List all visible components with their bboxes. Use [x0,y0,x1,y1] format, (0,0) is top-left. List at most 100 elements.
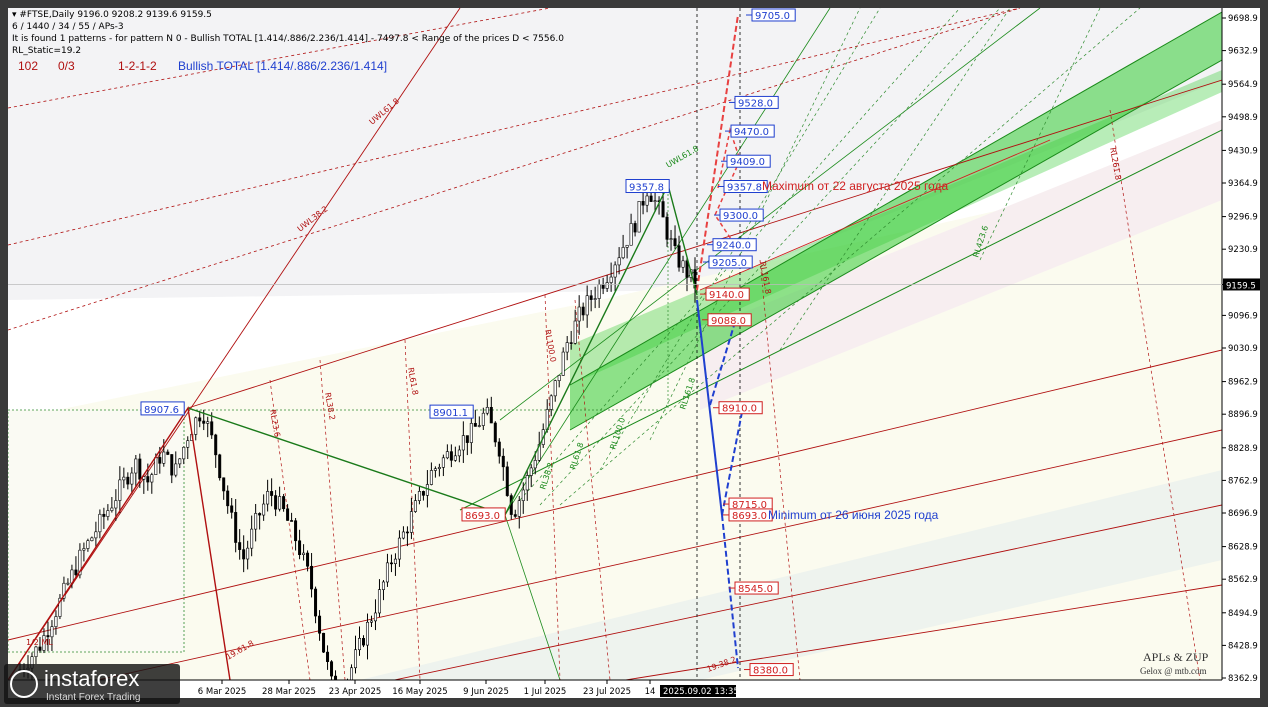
candle-body [361,638,365,646]
candle-body [98,513,102,533]
target-down-1-label: 9088.0 [711,316,746,327]
candle-body [198,417,202,422]
price-tick-label: 8428.9 [1228,641,1258,651]
candle-body [585,295,589,316]
candle-body [38,646,42,651]
candle-body [405,531,409,534]
price-tick-label: 8896.9 [1228,410,1258,420]
zone-gray [8,8,1222,300]
red-dashed-fan-3 [8,8,551,109]
candle-body [653,200,657,203]
green-dashed-fan-6 [779,8,1011,351]
time-tick-label: 23 Apr 2025 [329,687,382,697]
blue-projection-dash-1 [709,321,736,406]
swing-point-box-3 [625,179,670,194]
candle-body [493,422,497,443]
candle-body [613,264,617,278]
candle-body [429,470,433,485]
candle-body [74,569,78,576]
green-dashed-fan-2 [539,8,1001,506]
time-tick-label: 14 [645,687,656,697]
red-upper-median [187,79,1222,409]
green-ray-2 [504,8,831,516]
target-up-7-box [708,255,753,269]
swing-point-box-1 [429,404,474,419]
candle-body [58,597,62,617]
time-tick-label: 1 Jul 2025 [524,687,567,697]
candle-body [34,646,38,657]
candle-body [170,454,174,476]
target-up-2-box [730,124,775,138]
candle-body [481,412,485,426]
time-tick-label: 28 Mar 2025 [262,687,316,697]
candle-body [294,520,298,542]
candle-body [485,407,489,414]
candle-body [669,238,673,240]
candle-body [214,434,218,456]
candle-body [473,423,477,427]
candle-body [138,458,142,480]
target-up-1-box [734,95,779,109]
price-tick-label: 9364.9 [1228,179,1258,189]
candle-body [665,216,669,240]
minimum-annotation: Minimum от 26 июня 2025 года [768,508,939,522]
candle-body [130,472,134,485]
red-dashed-fan-2 [8,8,1021,331]
candle-body [605,282,609,289]
candle-body [593,298,597,300]
target-up-0-box [751,8,796,22]
candle-body [373,612,377,622]
candle-body [393,558,397,564]
candle-body [154,457,158,475]
candle-body [421,491,425,496]
candle-body [417,491,421,501]
red-vertical-fan-6 [1109,109,1201,680]
symbol-line: ▾ #FTSE,Daily 9196.0 9208.2 9139.6 9159.… [12,10,212,20]
candle-body [457,449,461,457]
candle-body [62,582,66,599]
candle-body [441,457,445,468]
candle-body [326,651,330,662]
candle-body [354,649,358,669]
brand-tagline: Instant Forex Trading [46,692,141,703]
bull-channel-edge-1 [569,11,1222,386]
candle-body [94,531,98,539]
candle-body [385,562,389,583]
price-tick-label: 9564.9 [1228,80,1258,90]
candle-body [334,675,338,680]
red-projection-zigzag [714,127,741,246]
target-up-1-label: 9528.0 [738,98,773,109]
candle-body [194,417,198,435]
green-dashed-fan-3 [559,8,1141,506]
candle-body [330,661,334,677]
credit-title: APLs & ZUP [1143,650,1209,664]
pattern-name: Bullish TOTAL [1.414/.886/2.236/1.414] [178,59,388,73]
candle-body [489,407,493,424]
green-median-line [459,129,1222,511]
candle-body [66,582,70,585]
current-time-label: 2025.09.02 13:35 [663,687,739,697]
target-up-5-label: 9300.0 [723,211,758,222]
red-parallel-line-1 [8,349,1222,641]
candle-body [569,342,573,344]
target-down-5-box [734,581,779,595]
candle-body [310,565,314,590]
candle-body [425,484,429,496]
price-tick-label: 9296.9 [1228,213,1258,223]
candle-body [521,489,525,501]
candle-body [46,635,50,638]
candle-body [561,351,565,376]
candle-body [589,295,593,300]
candle-body [625,244,629,248]
red-vertical-fan-4 [544,294,561,680]
price-tick-label: 9498.9 [1228,113,1258,123]
pattern-line: It is found 1 patterns - for pattern N 0… [12,34,564,44]
price-tick-label: 8962.9 [1228,378,1258,388]
candle-body [461,435,465,451]
red-vertical-fan-1 [269,379,311,680]
candle-body [501,455,505,468]
candle-body [609,276,613,283]
candle-body [557,375,561,381]
candle-body [126,476,130,485]
